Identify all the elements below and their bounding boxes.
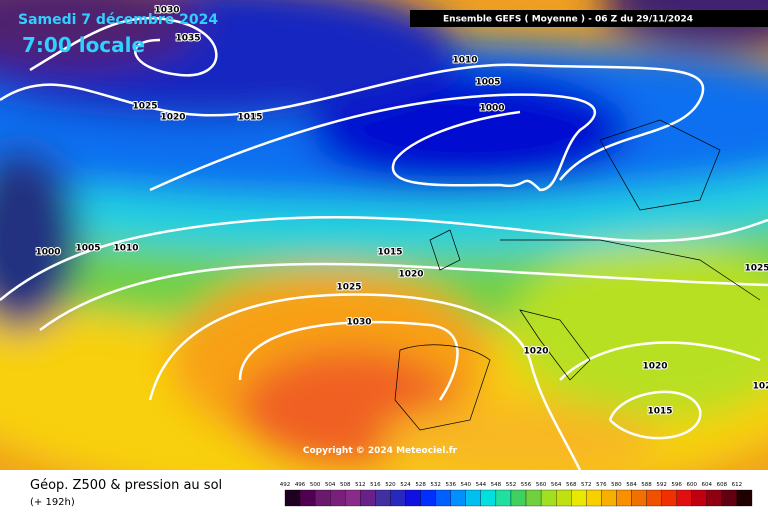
scale-label: 576 — [596, 482, 607, 488]
contour-label: 1020 — [642, 362, 667, 372]
color-swatch — [736, 489, 753, 507]
scale-label: 496 — [295, 482, 306, 488]
contour-label: 1000 — [35, 248, 60, 258]
contour-label: 1020 — [160, 113, 185, 123]
color-swatch — [706, 489, 723, 507]
scale-label: 556 — [521, 482, 532, 488]
color-swatch — [345, 489, 361, 507]
color-swatch — [435, 489, 451, 507]
contour-label: 1035 — [175, 34, 200, 44]
scale-label: 536 — [445, 482, 456, 488]
scale-label: 588 — [641, 482, 652, 488]
color-swatch — [495, 489, 512, 507]
scale-label: 540 — [461, 482, 472, 488]
color-swatch — [360, 489, 376, 507]
scale-label: 524 — [400, 482, 411, 488]
color-swatch — [330, 489, 346, 507]
scale-label: 544 — [476, 482, 487, 488]
run-info: Ensemble GEFS ( Moyenne ) - 06 Z du 29/1… — [443, 15, 693, 25]
scale-label: 596 — [671, 482, 682, 488]
contour-label: 1005 — [75, 244, 100, 254]
scale-label: 580 — [611, 482, 622, 488]
lead-time: (+ 192h) — [30, 497, 75, 508]
color-swatch — [661, 489, 677, 507]
color-swatch — [556, 489, 572, 507]
contour-label: 1010 — [452, 56, 477, 66]
color-swatch — [299, 489, 316, 507]
contour-label: 1000 — [479, 104, 504, 114]
scale-label: 560 — [536, 482, 547, 488]
contour-label: 1025 — [336, 283, 361, 293]
scale-label: 564 — [551, 482, 562, 488]
contour-label: 1015 — [647, 407, 672, 417]
copyright: Copyright © 2024 Meteociel.fr — [303, 446, 458, 456]
run-banner — [410, 10, 768, 27]
scale-label: 584 — [626, 482, 637, 488]
color-swatch — [721, 489, 738, 507]
scale-label: 520 — [385, 482, 396, 488]
scale-label: 504 — [325, 482, 336, 488]
contour-label: 1030 — [346, 318, 371, 328]
color-swatch — [375, 489, 391, 507]
color-swatch — [616, 489, 632, 507]
color-swatch — [510, 489, 527, 507]
scale-label: 492 — [280, 482, 291, 488]
scale-label: 528 — [415, 482, 426, 488]
scale-label: 516 — [370, 482, 381, 488]
color-swatch — [284, 489, 301, 507]
color-swatch — [691, 489, 707, 507]
color-swatch — [646, 489, 662, 507]
contour-label: 1025 — [744, 264, 768, 274]
color-swatch — [571, 489, 587, 507]
color-swatch — [405, 489, 421, 507]
contour-label: 1015 — [237, 113, 262, 123]
scale-label: 600 — [686, 482, 697, 488]
scale-label: 548 — [491, 482, 502, 488]
color-swatch — [465, 489, 481, 507]
scale-label: 532 — [430, 482, 441, 488]
color-swatch — [676, 489, 692, 507]
scale-label: 604 — [702, 482, 713, 488]
color-swatch — [420, 489, 436, 507]
scale-label: 552 — [506, 482, 517, 488]
scale-label: 592 — [656, 482, 667, 488]
scale-label: 512 — [355, 482, 366, 488]
color-swatch — [601, 489, 617, 507]
color-swatch — [631, 489, 647, 507]
scale-label: 508 — [340, 482, 351, 488]
scale-label: 500 — [310, 482, 321, 488]
contour-label: 1020 — [523, 347, 548, 357]
scale-label: 568 — [566, 482, 577, 488]
color-swatch — [480, 489, 497, 507]
contour-label: 1025 — [132, 102, 157, 112]
scale-label: 572 — [581, 482, 592, 488]
color-swatch — [450, 489, 466, 507]
forecast-time: 7:00 locale — [22, 33, 145, 57]
contour-label: 102 — [753, 382, 768, 392]
contour-label: 1020 — [398, 270, 423, 280]
color-swatch — [390, 489, 406, 507]
footer-title: Géop. Z500 & pression au sol — [30, 478, 222, 493]
contour-label: 1030 — [154, 6, 179, 16]
color-swatch — [540, 489, 557, 507]
color-swatch — [314, 489, 331, 507]
color-swatch — [525, 489, 542, 507]
color-scale: 492 496 500 504 508 512 516 520 524 528 532 536 540 5… — [280, 482, 753, 507]
contour-label: 1005 — [475, 78, 500, 88]
forecast-date: Samedi 7 décembre 2024 — [18, 12, 218, 28]
scale-label: 612 — [732, 482, 743, 488]
contour-label: 1010 — [113, 244, 138, 254]
contour-label: 1015 — [377, 248, 402, 258]
scale-label: 608 — [717, 482, 728, 488]
color-swatch — [586, 489, 602, 507]
